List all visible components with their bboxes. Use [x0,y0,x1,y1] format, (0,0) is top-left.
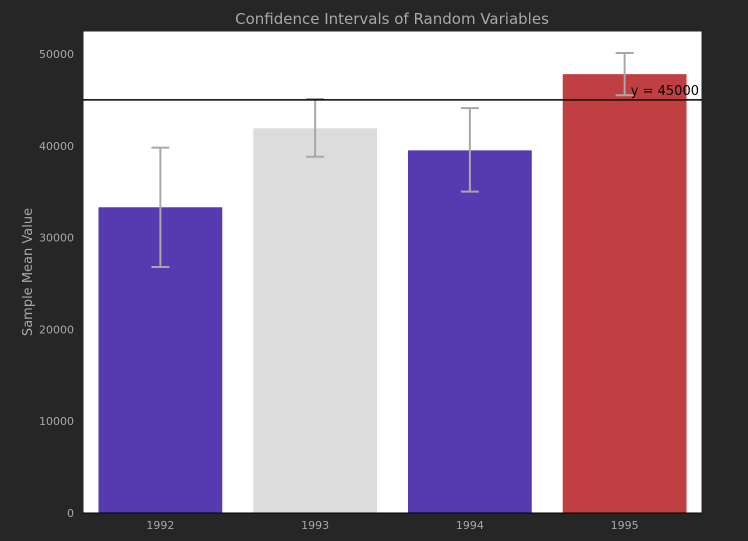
x-tick-label: 1992 [146,519,174,532]
y-tick-label: 40000 [39,140,74,153]
error-bar-1992 [151,146,170,268]
y-axis-label: Sample Mean Value [21,208,36,336]
error-bar-1993 [306,97,325,158]
x-tick-label: 1994 [456,519,484,532]
y-tick-label: 0 [67,507,74,520]
x-tick-label: 1995 [611,519,639,532]
bar-1993 [253,128,378,513]
error-bar-1995 [615,52,634,97]
y-tick-label: 10000 [39,415,74,428]
x-tick-label: 1993 [301,519,329,532]
reference-line-label: y = 45000 [631,84,699,99]
error-bars [151,52,634,268]
bar-1995 [562,74,687,513]
y-tick-label: 30000 [39,232,74,245]
y-tick-label: 20000 [39,323,74,336]
error-bar-1994 [460,107,479,193]
y-tick-label: 50000 [39,48,74,61]
y-axis-ticks: 0 10000 20000 30000 40000 50000 [39,48,74,520]
bar-1994 [407,150,532,513]
chart-title: Confidence Intervals of Random Variables [235,10,549,28]
x-axis-ticks: 1992 1993 1994 1995 [146,519,638,532]
